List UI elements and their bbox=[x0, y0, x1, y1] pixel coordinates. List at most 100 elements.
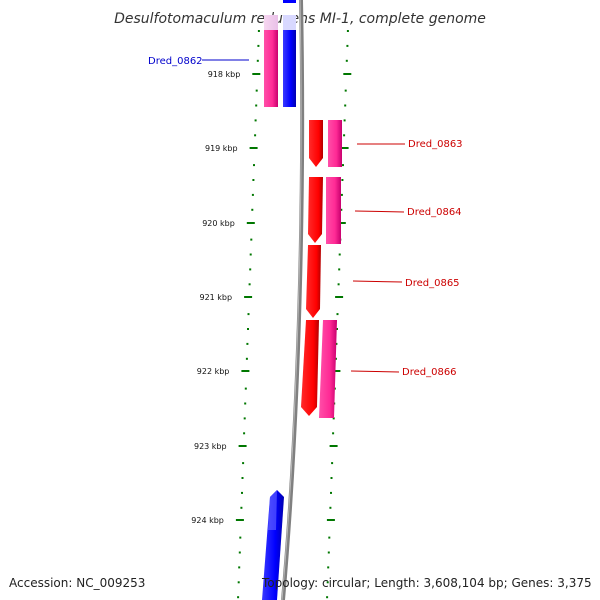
accession-text: Accession: NC_009253 bbox=[9, 576, 145, 590]
gene-dred-0864-rna bbox=[326, 177, 341, 244]
inner-minor-tick bbox=[241, 477, 244, 479]
tick-label: 920 kbp bbox=[202, 219, 235, 228]
outer-minor-tick bbox=[346, 30, 349, 32]
outer-minor-tick bbox=[343, 134, 346, 137]
tick-label: 923 kbp bbox=[194, 442, 227, 451]
outer-minor-tick bbox=[332, 432, 335, 435]
gene-dred-0862-rna bbox=[264, 30, 278, 107]
genome-backbone bbox=[281, 0, 305, 600]
cds-reverse-partial-top bbox=[283, 0, 296, 3]
gene-dred-0866-leader bbox=[350, 370, 400, 373]
outer-minor-tick bbox=[346, 44, 349, 47]
inner-minor-tick bbox=[248, 283, 251, 286]
tick-labels: 918 kbp 919 kbp 920 kbp 921 kbp 922 kbp 923 k… bbox=[191, 70, 240, 525]
inner-minor-tick bbox=[251, 193, 254, 196]
gene-dred-0865-cds bbox=[306, 245, 321, 318]
gene-dred-0862-cds bbox=[283, 30, 296, 107]
inner-minor-tick bbox=[238, 566, 241, 569]
tick-label: 924 kbp bbox=[191, 516, 224, 525]
inner-minor-tick bbox=[256, 59, 259, 62]
outer-minor-tick bbox=[328, 536, 331, 539]
outer-major-tick bbox=[343, 73, 352, 75]
genome-backbone-highlight bbox=[281, 0, 302, 600]
inner-major-tick bbox=[249, 147, 258, 149]
outer-minor-tick bbox=[330, 477, 333, 479]
inner-major-tick bbox=[241, 370, 250, 372]
inner-minor-tick bbox=[242, 462, 245, 465]
inner-minor-tick bbox=[237, 581, 240, 584]
inner-major-tick bbox=[246, 222, 255, 224]
inner-minor-tick bbox=[251, 208, 254, 211]
inner-minor-tick bbox=[239, 536, 242, 539]
cds-reverse-bottom bbox=[262, 490, 284, 600]
inner-major-tick bbox=[252, 73, 261, 75]
inner-major-tick bbox=[235, 519, 244, 521]
inner-minor-tick bbox=[238, 551, 241, 554]
gene-label-dred-0866[interactable]: Dred_0866 bbox=[402, 367, 457, 378]
outer-major-tick bbox=[340, 147, 349, 149]
outer-minor-tick bbox=[341, 179, 344, 181]
outer-minor-tick bbox=[332, 417, 335, 420]
gene-label-dred-0863[interactable]: Dred_0863 bbox=[408, 139, 463, 150]
tick-label: 922 kbp bbox=[197, 367, 230, 376]
inner-minor-tick bbox=[244, 402, 247, 405]
inner-minor-tick bbox=[253, 164, 255, 167]
inner-minor-tick bbox=[247, 328, 249, 330]
inner-minor-tick bbox=[244, 387, 247, 390]
outer-minor-tick bbox=[345, 59, 348, 62]
outer-minor-tick bbox=[338, 268, 341, 271]
gene-dred-0865-leader bbox=[352, 280, 403, 283]
inner-minor-tick bbox=[249, 253, 252, 256]
inner-minor-tick bbox=[243, 417, 246, 420]
outer-minor-tick bbox=[340, 193, 343, 196]
inner-minor-tick bbox=[237, 596, 240, 599]
outer-minor-tick bbox=[343, 119, 346, 122]
outer-major-tick bbox=[332, 370, 341, 372]
inner-minor-tick bbox=[243, 432, 246, 435]
outer-major-tick bbox=[329, 445, 338, 447]
inner-tick-track bbox=[235, 30, 261, 599]
inner-minor-tick bbox=[249, 268, 252, 271]
inner-minor-tick bbox=[250, 238, 253, 241]
outer-minor-tick bbox=[344, 104, 347, 107]
gene-dred-0866-cds bbox=[301, 320, 319, 416]
gene-label-dred-0862[interactable]: Dred_0862 bbox=[148, 56, 203, 67]
inner-minor-tick bbox=[246, 342, 249, 345]
tick-label: 918 kbp bbox=[208, 70, 241, 79]
outer-minor-tick bbox=[342, 164, 344, 167]
gene-dred-0864-cds bbox=[308, 177, 323, 243]
inner-major-tick bbox=[238, 445, 247, 447]
outer-minor-tick bbox=[336, 328, 338, 330]
inner-minor-tick bbox=[247, 313, 250, 316]
inner-minor-tick bbox=[255, 89, 258, 92]
inner-minor-tick bbox=[245, 357, 248, 360]
inner-minor-tick bbox=[241, 491, 243, 494]
outer-major-tick bbox=[337, 222, 346, 224]
cds-reverse-bottom-pale bbox=[268, 490, 277, 530]
gene-dred-0866-rna bbox=[319, 320, 337, 418]
outer-minor-tick bbox=[331, 462, 334, 465]
gene-label-dred-0864[interactable]: Dred_0864 bbox=[407, 207, 462, 218]
outer-minor-tick bbox=[340, 208, 343, 211]
inner-minor-tick bbox=[252, 179, 255, 181]
inner-minor-tick bbox=[254, 119, 257, 122]
gene-dred-0863-cds bbox=[309, 120, 323, 167]
inner-minor-tick bbox=[257, 30, 260, 32]
outer-minor-tick bbox=[327, 551, 330, 554]
outer-minor-tick bbox=[338, 253, 341, 256]
outer-minor-tick bbox=[326, 581, 329, 584]
topology-text: Topology: circular; Length: 3,608,104 bp… bbox=[261, 576, 592, 590]
outer-minor-tick bbox=[329, 506, 332, 509]
inner-minor-tick bbox=[240, 506, 243, 509]
gene-dred-0863-rna bbox=[328, 120, 342, 167]
outer-minor-tick bbox=[344, 89, 347, 92]
gene-label-dred-0865[interactable]: Dred_0865 bbox=[405, 278, 460, 289]
outer-minor-tick bbox=[336, 313, 339, 316]
gene-dred-0864-leader bbox=[354, 210, 405, 213]
outer-minor-tick bbox=[327, 566, 330, 569]
outer-minor-tick bbox=[335, 342, 338, 345]
inner-minor-tick bbox=[255, 104, 258, 107]
inner-major-tick bbox=[244, 296, 253, 298]
outer-major-tick bbox=[335, 296, 344, 298]
